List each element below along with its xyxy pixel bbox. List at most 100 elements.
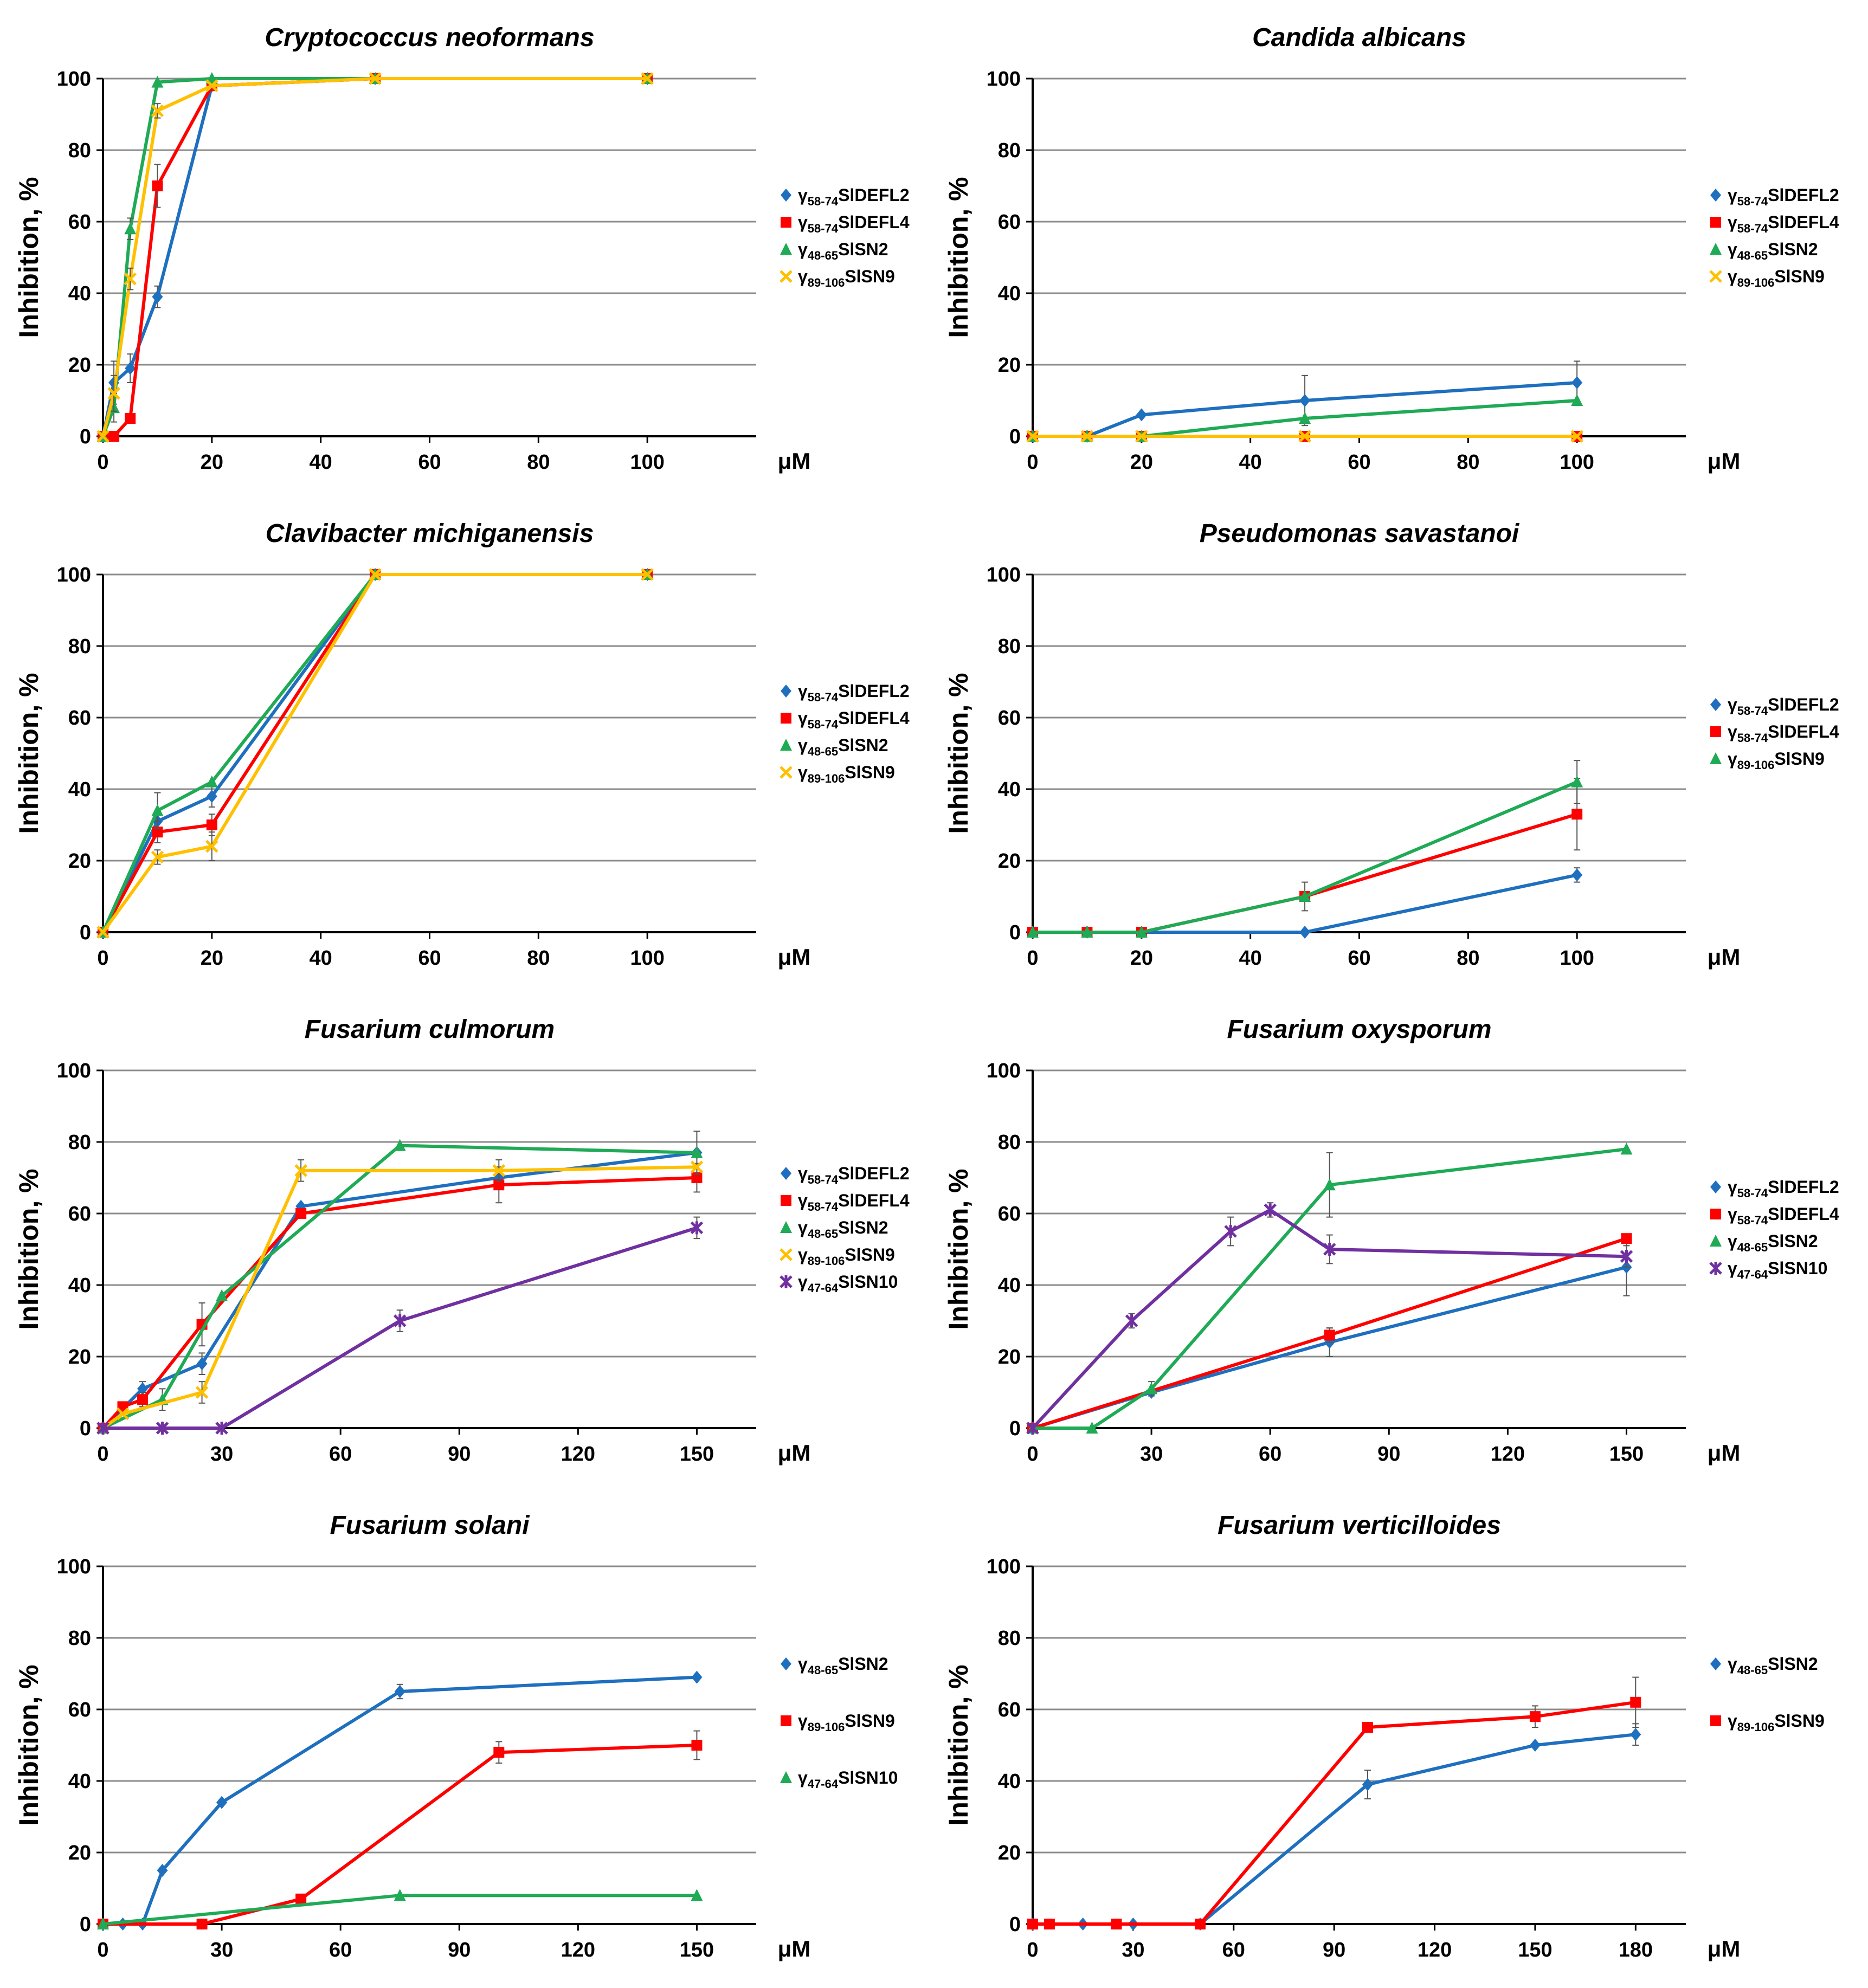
legend-item: γ58-74SlDEFL4	[781, 212, 910, 235]
data-point	[151, 804, 164, 816]
x-tick-label: 20	[201, 451, 223, 474]
x-tick-label: 120	[561, 1939, 595, 1961]
series-3	[97, 1889, 703, 1929]
legend-label-name: SlSN2	[838, 735, 888, 755]
x-tick-label: 40	[1239, 451, 1262, 474]
legend-item: γ89-106SlSN9	[1709, 267, 1825, 289]
data-point	[205, 775, 218, 788]
legend-item: γ89-106SlSN9	[1710, 1711, 1825, 1734]
legend-label-subscript: 89-106	[1737, 1720, 1775, 1734]
legend-label: γ58-74SlDEFL2	[1728, 1177, 1839, 1200]
data-point	[206, 819, 217, 830]
legend-label-prefix: γ	[1728, 1177, 1737, 1197]
legend-marker	[781, 1195, 791, 1206]
series-3	[97, 568, 654, 938]
legend-item: γ47-64SlSN10	[780, 1272, 898, 1295]
legend-label-name: SlDEFL2	[838, 681, 910, 701]
legend-label-name: SlSN9	[1774, 1711, 1824, 1731]
y-tick-label: 0	[80, 1913, 91, 1936]
legend-label-prefix: γ	[798, 267, 808, 286]
data-point	[1299, 890, 1311, 902]
data-point	[1362, 1722, 1373, 1733]
x-tick-label: 60	[1259, 1443, 1281, 1466]
series-line	[102, 1165, 697, 1430]
data-point	[216, 1796, 228, 1809]
legend-item: γ89-106SlSN9	[780, 763, 895, 785]
legend-marker	[781, 189, 791, 202]
legend-label-name: SlSN9	[845, 763, 894, 782]
legend-label-name: SlDEFL4	[1768, 1204, 1839, 1224]
x-tick-label: 30	[210, 1443, 233, 1466]
x-tick-label: 60	[1348, 947, 1370, 970]
y-tick-label: 80	[998, 139, 1021, 162]
y-tick-label: 20	[68, 1346, 91, 1369]
legend-label: γ58-74SlDEFL4	[1728, 212, 1839, 235]
y-tick-label: 100	[57, 68, 91, 91]
data-point	[116, 1407, 130, 1421]
series-line	[1031, 1208, 1627, 1430]
data-point	[96, 926, 109, 939]
data-point	[1086, 1422, 1098, 1434]
data-point	[1362, 1778, 1373, 1791]
x-tick-label: 180	[1619, 1939, 1653, 1961]
series-4	[1026, 1202, 1633, 1435]
legend-label-subscript: 48-65	[1737, 249, 1768, 262]
legend-marker	[781, 1167, 791, 1180]
data-point	[1135, 430, 1148, 443]
y-tick-label: 40	[998, 1274, 1021, 1297]
x-tick-label: 60	[418, 947, 441, 970]
data-point	[493, 1179, 505, 1191]
legend-label-name: SlSN2	[838, 1218, 888, 1237]
legend-label: γ48-65SlSN2	[798, 1654, 888, 1677]
legend-label-prefix: γ	[798, 1768, 808, 1787]
x-tick-label: 150	[1609, 1443, 1644, 1466]
x-tick-label: 100	[630, 451, 664, 474]
legend-marker	[780, 1248, 793, 1261]
series-3	[97, 1131, 703, 1434]
legend-item: γ58-74SlDEFL2	[781, 1164, 910, 1186]
legend-marker	[1710, 243, 1722, 255]
x-axis-label: μM	[778, 944, 811, 970]
data-point	[1145, 1382, 1158, 1395]
y-tick-label: 40	[68, 778, 91, 801]
legend-label-prefix: γ	[798, 185, 808, 205]
legend-marker	[1710, 217, 1721, 228]
chart-title: Candida albicans	[1252, 23, 1466, 52]
series-1	[98, 568, 653, 939]
legend-label-prefix: γ	[798, 1654, 808, 1674]
chart-panel-3: Clavibacter michiganensis 0 20 40 60 80 100 0 20…	[14, 519, 910, 970]
y-tick-label: 60	[998, 1699, 1021, 1721]
legend-label-name: SlDEFL2	[1768, 185, 1839, 205]
chart-title: Fusarium solani	[330, 1511, 530, 1540]
legend-marker	[1710, 1715, 1721, 1726]
data-point	[1620, 1143, 1633, 1155]
x-tick-label: 120	[1418, 1939, 1452, 1961]
x-tick-label: 150	[680, 1939, 714, 1961]
x-axis-label: μM	[1708, 944, 1741, 970]
legend-item: γ48-65SlSN2	[781, 1654, 888, 1677]
x-tick-label: 150	[680, 1443, 714, 1466]
series-line	[1033, 812, 1578, 934]
legend-label-prefix: γ	[798, 1711, 808, 1731]
y-tick-label: 100	[57, 564, 91, 586]
data-point	[215, 1422, 228, 1435]
legend-label: γ48-65SlSN2	[1728, 1654, 1818, 1677]
data-point	[691, 1889, 703, 1901]
y-tick-label: 0	[1009, 425, 1021, 448]
legend-label-prefix: γ	[1728, 749, 1737, 769]
legend-marker	[1710, 698, 1721, 711]
legend-label-subscript: 58-74	[1737, 704, 1768, 718]
series-4	[96, 72, 654, 443]
series-1	[1027, 1723, 1641, 1931]
y-axis-label: Inhibition, %	[943, 1664, 974, 1825]
data-point	[1571, 376, 1583, 389]
legend-item: γ47-64SlSN10	[780, 1768, 898, 1791]
data-point	[1323, 1178, 1336, 1191]
legend-label-name: SlSN2	[838, 1654, 888, 1674]
y-tick-label: 60	[68, 1699, 91, 1721]
legend-label: γ48-65SlSN2	[798, 1218, 888, 1241]
x-tick-label: 60	[1222, 1939, 1245, 1961]
data-point	[151, 75, 164, 88]
y-tick-label: 100	[57, 1555, 91, 1578]
